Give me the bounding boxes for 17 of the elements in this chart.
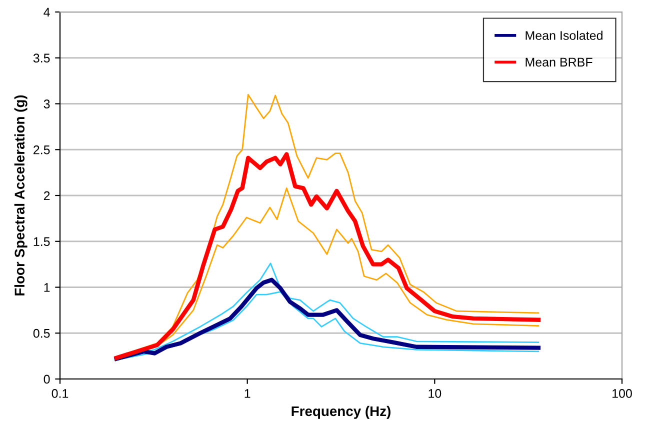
y-tick-label: 1.5: [34, 237, 50, 246]
legend-label: Mean BRBF: [526, 58, 592, 67]
y-tick-label: 3.5: [33, 54, 50, 63]
legend-label: Mean Isolated: [526, 30, 602, 40]
y-tick-label: 2.5: [34, 145, 50, 154]
y-tick-label: 2: [44, 191, 50, 200]
x-tick-label: 10: [428, 389, 442, 398]
x-tick-label: 100: [612, 389, 632, 398]
x-tick-label: 0.1: [52, 389, 68, 398]
x-axis-title: Frequency (Hz): [292, 406, 390, 419]
y-tick-label: 3: [44, 100, 50, 108]
y-tick-label: 0: [44, 374, 50, 384]
x-tick-label: 1: [244, 389, 250, 398]
y-tick-label: 0.5: [33, 328, 50, 338]
y-axis-title: Floor Spectral Acceleration (g): [14, 95, 28, 296]
y-tick-label: 4: [44, 8, 50, 17]
y-tick-label: 1: [44, 283, 50, 292]
